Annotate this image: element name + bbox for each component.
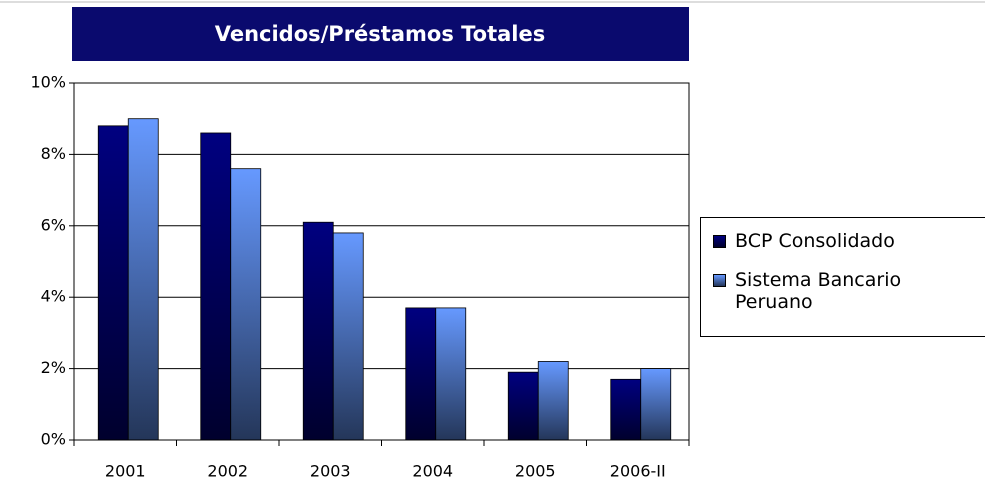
y-tick-label: 4% — [41, 287, 66, 306]
chart-title: Vencidos/Préstamos Totales — [215, 22, 546, 46]
bar — [332, 232, 364, 441]
x-tick-label: 2005 — [515, 462, 556, 481]
legend-item: Sistema Bancario Peruano — [713, 269, 955, 313]
bar — [200, 132, 232, 441]
bar — [97, 125, 129, 441]
legend-swatch — [713, 274, 726, 287]
bar — [302, 221, 334, 441]
legend-swatch — [713, 235, 726, 248]
bar — [435, 307, 467, 441]
x-tick-label: 2001 — [105, 462, 146, 481]
legend-label: Sistema Bancario Peruano — [735, 269, 902, 313]
bar — [127, 118, 159, 441]
y-tick-label: 8% — [41, 144, 66, 163]
y-tick-label: 6% — [41, 215, 66, 234]
bar — [507, 371, 539, 441]
bar — [230, 168, 262, 441]
x-tick-label: 2003 — [310, 462, 351, 481]
bar — [537, 361, 569, 441]
x-tick-label: 2002 — [207, 462, 248, 481]
bar — [610, 378, 642, 441]
plot-area — [73, 82, 690, 441]
title-box — [72, 7, 689, 61]
legend-label: BCP Consolidado — [735, 230, 895, 252]
x-tick-label: 2006-II — [610, 462, 666, 481]
legend-item: BCP Consolidado — [713, 230, 955, 252]
y-tick-label: 0% — [41, 430, 66, 449]
legend: BCP Consolidado Sistema Bancario Peruano — [700, 217, 985, 337]
plot-area — [73, 82, 690, 441]
y-tick-label: 2% — [41, 358, 66, 377]
bar — [640, 368, 672, 441]
bar — [405, 307, 437, 441]
y-tick-label: 10% — [30, 73, 66, 92]
x-tick-label: 2004 — [412, 462, 453, 481]
